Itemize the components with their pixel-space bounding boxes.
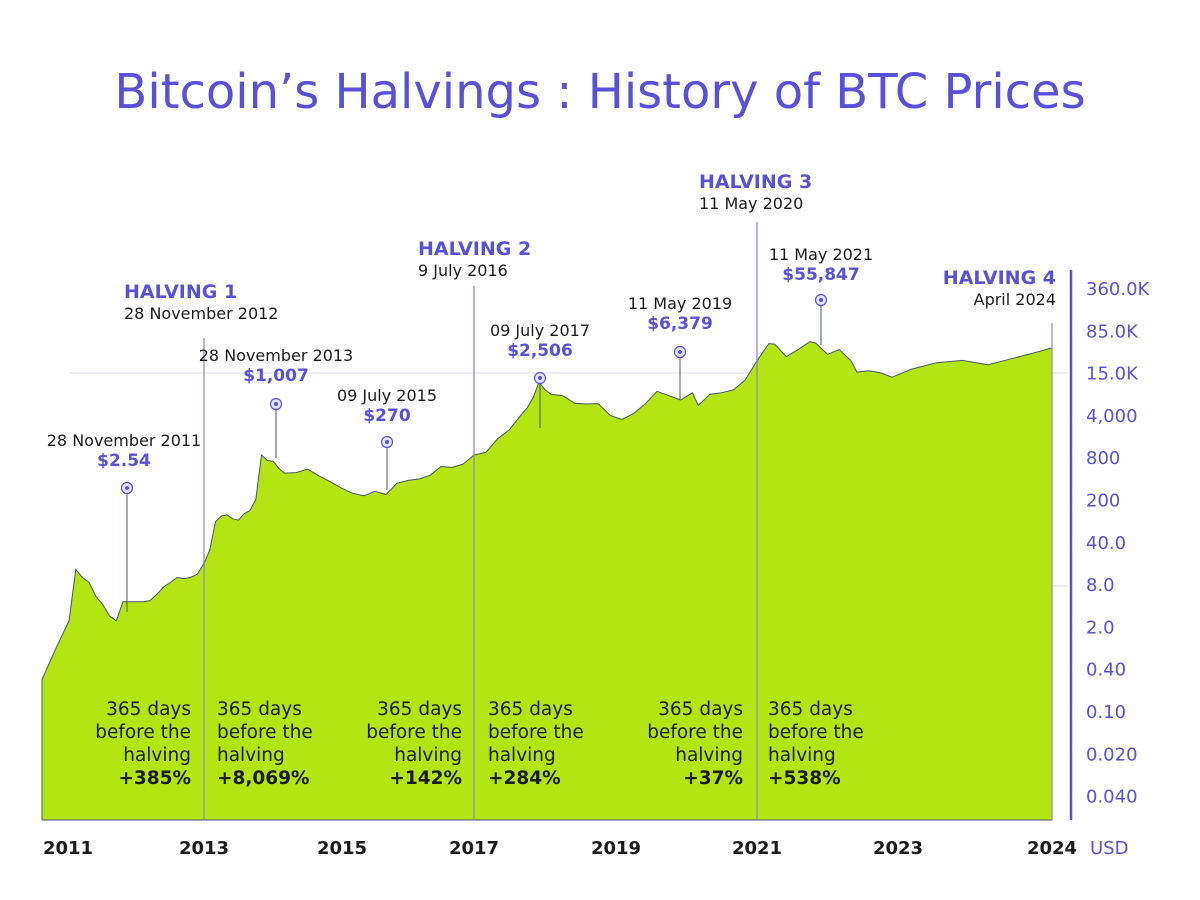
peak-5-date: 11 May 2019 — [628, 294, 732, 313]
y-tick-7: 40.0 — [1086, 533, 1126, 554]
halving-3-date: 11 May 2020 — [699, 194, 803, 213]
peak-4-price: $2,506 — [507, 341, 573, 361]
y-tick-11: 0.10 — [1086, 702, 1126, 723]
peak-4-marker-core — [538, 376, 542, 380]
peak-6-price: $55,847 — [782, 265, 859, 285]
peak-4-date: 09 July 2017 — [490, 321, 590, 340]
annotation-6-line-1: 365 days — [768, 699, 853, 720]
halving-3-title: HALVING 3 — [699, 171, 812, 193]
annotation-5-line-3: halving — [675, 745, 743, 766]
peak-2-marker-core — [274, 402, 278, 406]
x-tick-2019: 2019 — [591, 838, 641, 859]
annotation-3-change: +142% — [389, 768, 462, 789]
annotation-3-line-3: halving — [394, 745, 462, 766]
peak-3-price: $270 — [363, 406, 410, 426]
peak-1-marker-core — [125, 486, 129, 490]
x-tick-2015: 2015 — [317, 838, 367, 859]
halving-lines — [203, 222, 1053, 820]
annotation-1-line-2: before the — [95, 722, 191, 743]
peak-5-price: $6,379 — [647, 314, 713, 334]
annotation-4-change: +284% — [488, 768, 561, 789]
annotation-1-line-3: halving — [123, 745, 191, 766]
halving-2-title: HALVING 2 — [418, 238, 531, 260]
x-tick-2024: 2024 — [1027, 838, 1077, 859]
x-tick-2013: 2013 — [179, 838, 229, 859]
x-tick-2011: 2011 — [43, 838, 93, 859]
y-tick-10: 0.40 — [1086, 660, 1126, 681]
annotation-3-line-1: 365 days — [377, 699, 462, 720]
annotation-1-line-1: 365 days — [106, 699, 191, 720]
y-tick-2: 85.0K — [1086, 321, 1139, 342]
halving-labels: HALVING 128 November 2012 HALVING 29 July… — [124, 171, 1056, 323]
annotation-6-line-2: before the — [768, 722, 864, 743]
price-area — [41, 341, 1053, 821]
annotation-3-line-2: before the — [366, 722, 462, 743]
x-tick-2017: 2017 — [449, 838, 499, 859]
y-tick-8: 8.0 — [1086, 575, 1115, 596]
y-tick-9: 2.0 — [1086, 617, 1115, 638]
y-tick-12: 0.020 — [1086, 744, 1138, 765]
halving-2-date: 9 July 2016 — [418, 261, 508, 280]
annotation-2-line-1: 365 days — [217, 699, 302, 720]
annotation-1-change: +385% — [118, 768, 191, 789]
halving-1-date: 28 November 2012 — [124, 304, 278, 323]
halving-4-title: HALVING 4 — [943, 267, 1056, 289]
y-axis-unit: USD — [1090, 838, 1128, 859]
y-tick-4: 4,000 — [1086, 406, 1138, 427]
halving-1-title: HALVING 1 — [124, 281, 237, 303]
annotation-4-line-1: 365 days — [488, 699, 573, 720]
y-axis-ticks: 360.0K 85.0K 15.0K 4,000 800 200 40.0 8.0 2.0 0.4… — [1086, 279, 1151, 808]
annotation-2-line-2: before the — [217, 722, 313, 743]
peak-1-price: $2.54 — [97, 451, 151, 471]
chart-title: Bitcoin’s Halvings : History of BTC Pric… — [114, 64, 1085, 120]
peak-2-price: $1,007 — [243, 366, 309, 386]
x-axis-ticks: 2011 2013 2015 2017 2019 2021 2023 2024 — [43, 838, 1077, 859]
annotation-4-line-3: halving — [488, 745, 556, 766]
y-tick-6: 200 — [1086, 491, 1120, 512]
peak-5-marker-core — [678, 350, 682, 354]
annotation-5-line-1: 365 days — [658, 699, 743, 720]
annotation-2-line-3: halving — [217, 745, 285, 766]
annotation-6-change: +538% — [768, 768, 841, 789]
peak-3-date: 09 July 2015 — [337, 386, 437, 405]
peak-6-date: 11 May 2021 — [769, 245, 873, 264]
annotation-6-line-3: halving — [768, 745, 836, 766]
annotation-4-line-2: before the — [488, 722, 584, 743]
peak-2-date: 28 November 2013 — [199, 346, 353, 365]
halving-4-date: April 2024 — [974, 290, 1056, 309]
x-tick-2021: 2021 — [732, 838, 782, 859]
price-markers: 28 November 2011$2.54 28 November 2013$1,… — [47, 245, 873, 612]
annotation-5-line-2: before the — [647, 722, 743, 743]
peak-3-marker-core — [385, 440, 389, 444]
peak-6-marker-core — [819, 298, 823, 302]
y-tick-1: 360.0K — [1086, 279, 1151, 300]
annotation-2-change: +8,069% — [217, 768, 310, 789]
y-tick-5: 800 — [1086, 448, 1120, 469]
y-tick-3: 15.0K — [1086, 364, 1139, 385]
peak-1-date: 28 November 2011 — [47, 431, 201, 450]
x-tick-2023: 2023 — [873, 838, 923, 859]
annotation-5-change: +37% — [683, 768, 743, 789]
y-tick-13: 0.040 — [1086, 787, 1138, 808]
